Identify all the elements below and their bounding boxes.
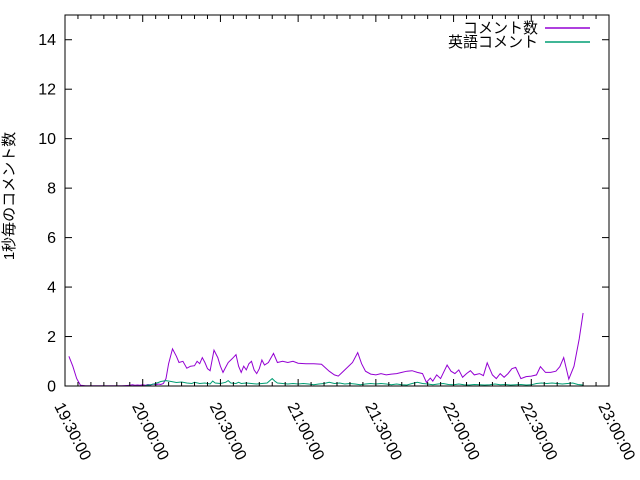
series-line-comments xyxy=(68,312,584,387)
y-tick-label: 10 xyxy=(38,131,56,148)
legend-label-english: 英語コメント xyxy=(448,33,538,51)
plot-border xyxy=(64,14,610,387)
x-tick-label: 22:00:00 xyxy=(439,400,482,463)
x-tick-labels: 19:30:00 20:00:00 20:30:00 21:00:00 21:30:00… xyxy=(50,400,637,463)
y-axis-title: 1秒毎のコメント数 xyxy=(1,132,18,260)
y-tick-label: 0 xyxy=(47,379,56,396)
x-tick-label: 20:30:00 xyxy=(206,400,249,463)
x-tick-label: 22:30:00 xyxy=(517,400,560,463)
legend-label-comments: コメント数 xyxy=(463,20,538,37)
y-tick-label: 14 xyxy=(38,32,56,49)
x-tick-label: 21:30:00 xyxy=(361,400,404,463)
y-tick-label: 12 xyxy=(38,82,56,99)
x-tick-label: 19:30:00 xyxy=(50,400,93,463)
y-tick-label: 4 xyxy=(47,280,56,297)
x-tick-label: 23:00:00 xyxy=(594,400,637,463)
y-tick-label: 6 xyxy=(47,230,56,247)
legend: コメント数 英語コメント xyxy=(448,20,590,51)
x-tick-label: 21:00:00 xyxy=(284,400,327,463)
series-lines xyxy=(68,312,584,387)
y-tick-label: 8 xyxy=(47,181,56,198)
series-line-english xyxy=(145,377,584,386)
y-tick-labels: 0 2 4 6 8 10 12 14 xyxy=(38,32,56,395)
axis-ticks xyxy=(64,15,610,387)
x-tick-label: 20:00:00 xyxy=(128,400,171,463)
y-tick-label: 2 xyxy=(47,329,56,346)
